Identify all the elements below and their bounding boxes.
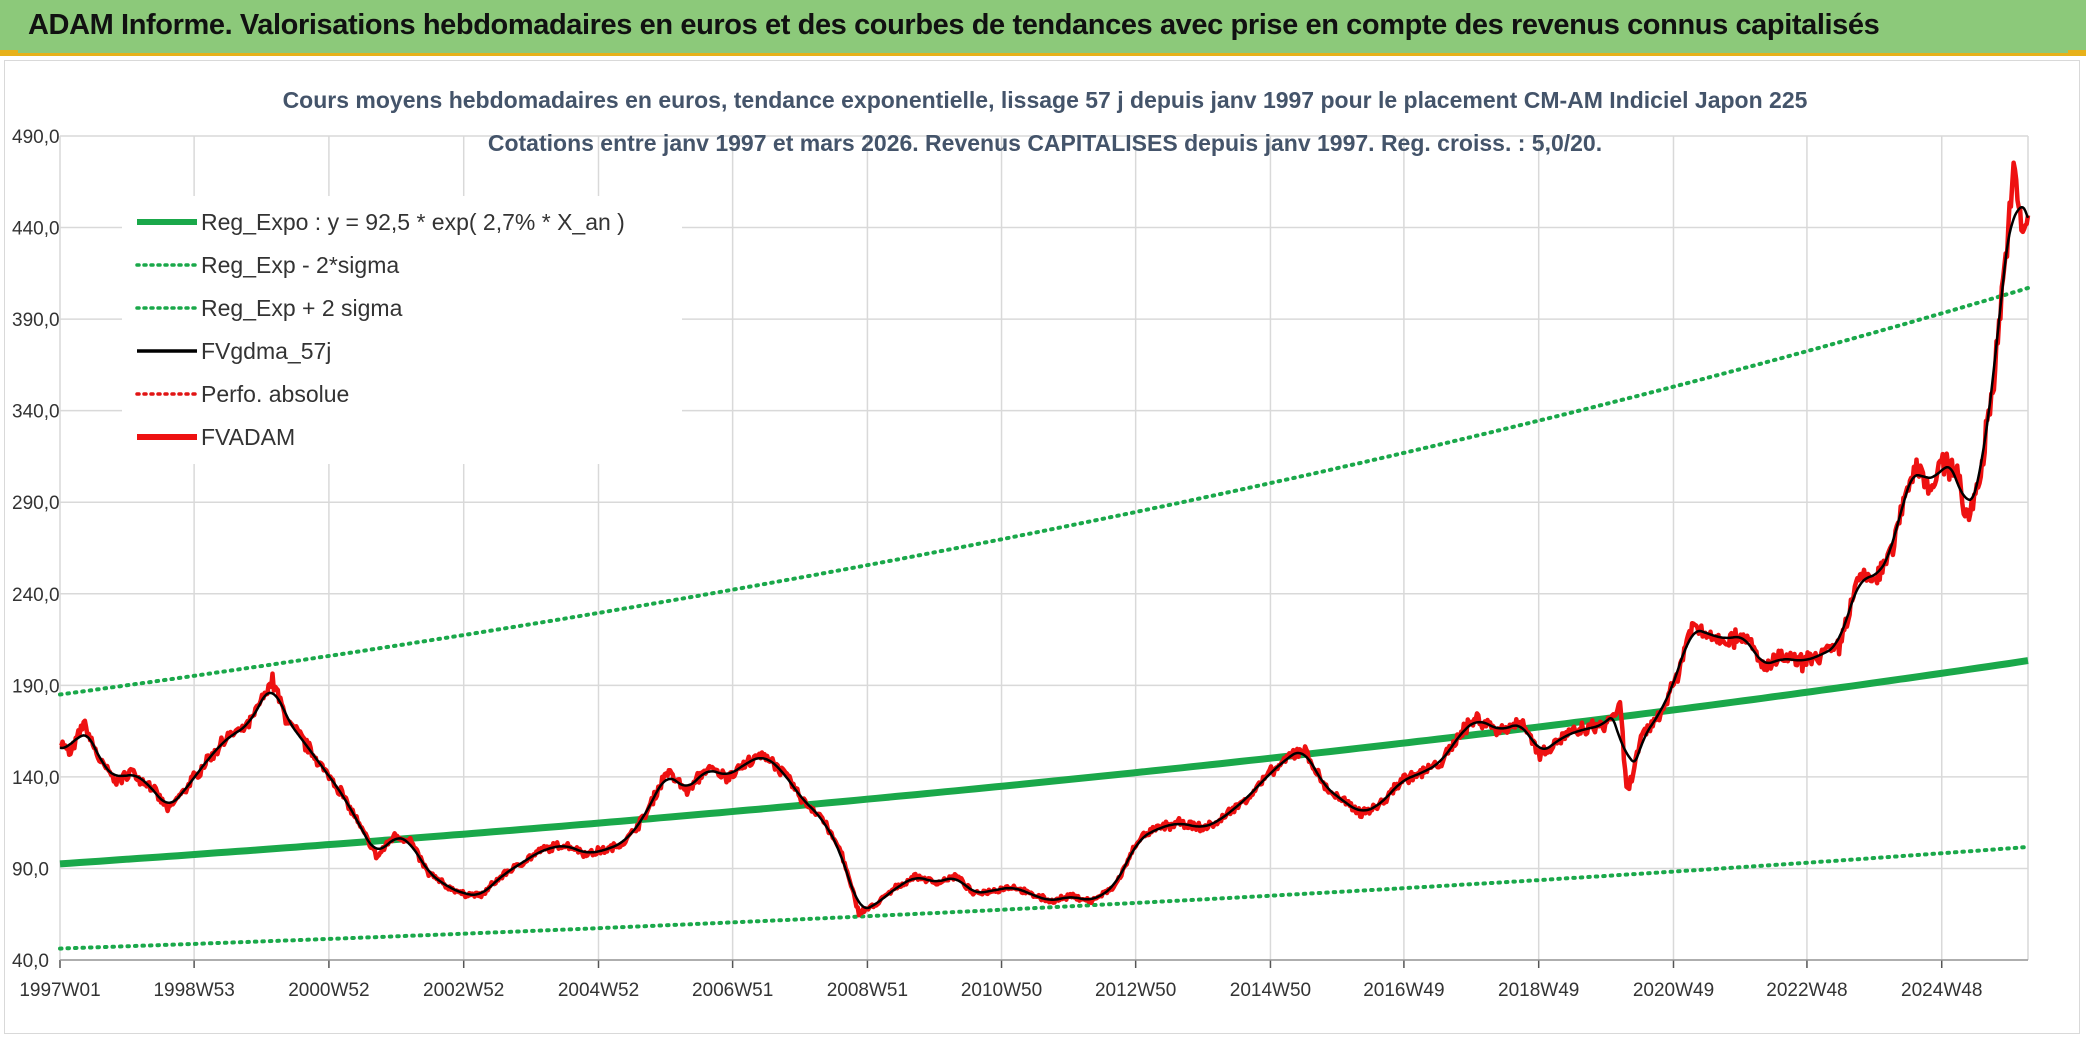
fvgdma-57j-line [59,205,2030,910]
x-tick-label: 2022W48 [1766,980,1847,1001]
x-tick-label: 1997W01 [19,980,100,1001]
x-tick-label: 2000W52 [288,980,369,1001]
chart-frame [4,60,2080,1034]
x-tick-label: 2006W51 [692,980,773,1001]
y-tick-label: 240,0 [12,585,60,606]
x-tick-label: 2014W50 [1230,980,1311,1001]
x-tick-label: 2008W51 [827,980,908,1001]
x-tick-label: 2010W50 [961,980,1042,1001]
legend-label-smooth: FVgdma_57j [201,338,331,364]
legend-label-perfo: Perfo. absolue [201,381,349,407]
legend-label-reg_expo: Reg_Expo : y = 92,5 * exp( 2,7% * X_an ) [201,209,625,235]
x-tick-label: 2024W48 [1901,980,1982,1001]
y-tick-label: 40,0 [12,951,49,972]
chart-subtitle: Cotations entre janv 1997 et mars 2026. … [488,130,1602,156]
y-tick-label: 290,0 [12,493,60,514]
chart-title: Cours moyens hebdomadaires en euros, ten… [283,87,1808,113]
y-tick-label: 190,0 [12,676,60,697]
x-tick-label: 2012W50 [1095,980,1176,1001]
corner-mark-right [2068,50,2086,56]
x-tick-label: 2020W49 [1633,980,1714,1001]
header-bar: ADAM Informe. Valorisations hebdomadaire… [0,0,2086,56]
x-tick-label: 2018W49 [1498,980,1579,1001]
y-tick-label: 490,0 [12,127,60,148]
corner-mark-left [0,50,18,56]
reg-expo-line [59,657,2029,868]
y-tick-label: 340,0 [12,402,60,423]
x-tick-label: 2002W52 [423,980,504,1001]
page-title: ADAM Informe. Valorisations hebdomadaire… [28,9,1880,41]
x-tick-label: 1998W53 [153,980,234,1001]
y-tick-label: 140,0 [12,768,60,789]
legend-box [122,196,682,464]
x-tick-label: 2004W52 [558,980,639,1001]
legend-label-reg_hi: Reg_Exp + 2 sigma [201,295,403,321]
legend-label-fvadam: FVADAM [201,424,295,450]
y-tick-label: 390,0 [12,310,60,331]
reg-exp-plus-2sigma-line [58,286,2030,697]
reg-exp-minus-2sigma-line [58,844,2030,951]
y-tick-label: 90,0 [12,859,49,880]
y-tick-label: 440,0 [12,219,60,240]
legend-label-reg_lo: Reg_Exp - 2*sigma [201,252,399,278]
x-tick-label: 2016W49 [1363,980,1444,1001]
